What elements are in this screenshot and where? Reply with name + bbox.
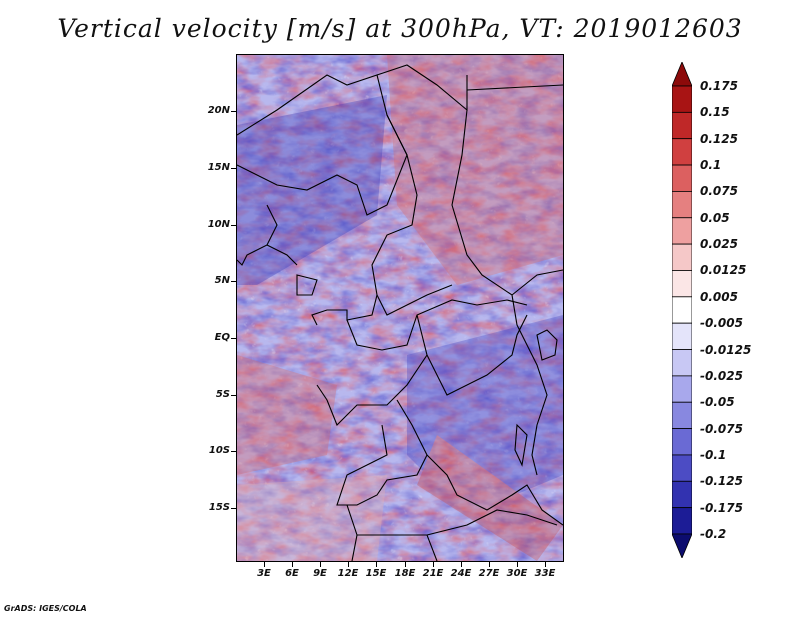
plot-title: Vertical velocity [m/s] at 300hPa, VT: 2… (57, 14, 743, 43)
lat-tick (231, 395, 236, 396)
colorbar-segment (672, 296, 692, 324)
lon-tick (320, 562, 321, 567)
colorbar-label: -0.175 (700, 500, 743, 515)
lon-label-27e: 27E (478, 568, 500, 579)
lon-label-30e: 30E (506, 568, 528, 579)
colorbar-label: -0.2 (700, 527, 727, 541)
lon-tick (348, 562, 349, 567)
colorbar-segment (672, 322, 692, 350)
colorbar-segment (672, 454, 692, 482)
lon-tick (433, 562, 434, 567)
colorbar-label: 0.175 (700, 79, 738, 93)
colorbar-segment (672, 270, 692, 298)
colorbar-label: 0.075 (700, 184, 738, 199)
colorbar-segment (672, 428, 692, 456)
colorbar-segment (672, 138, 692, 166)
lat-label-15s: 15S (208, 502, 230, 513)
colorbar-label: -0.125 (700, 474, 743, 489)
colorbar-segment (672, 533, 692, 558)
colorbar-label: 0.005 (700, 289, 738, 304)
lon-tick (376, 562, 377, 567)
colorbar-segment (672, 85, 692, 113)
lat-tick (231, 111, 236, 112)
colorbar (672, 62, 692, 558)
lat-label-5n: 5N (214, 275, 230, 286)
colorbar-segment (672, 401, 692, 429)
lon-label-18e: 18E (394, 568, 416, 579)
lat-tick (231, 281, 236, 282)
lat-label-20n: 20N (207, 105, 230, 116)
colorbar-label: -0.075 (700, 421, 743, 436)
lon-label-9e: 9E (313, 568, 327, 579)
colorbar-label: 0.1 (700, 158, 722, 173)
colorbar-segment (672, 507, 692, 535)
lon-tick (461, 562, 462, 567)
country-borders (237, 64, 563, 561)
colorbar-label: -0.1 (700, 447, 727, 462)
velocity-field (237, 55, 563, 561)
lon-tick (517, 562, 518, 567)
lon-tick (405, 562, 406, 567)
lat-label-eq: EQ (214, 332, 230, 343)
lon-label-12e: 12E (337, 568, 359, 579)
lon-label-3e: 3E (257, 568, 271, 579)
colorbar-label: -0.0125 (700, 342, 752, 357)
lat-label-10n: 10N (207, 219, 230, 230)
velocity-map (236, 54, 564, 562)
lon-tick (264, 562, 265, 567)
colorbar-label: 0.0125 (700, 263, 747, 278)
colorbar-segment (672, 164, 692, 192)
lat-label-5s: 5S (215, 389, 230, 400)
colorbar-label: 0.05 (700, 210, 730, 225)
colorbar-segment (672, 191, 692, 219)
colorbar-label: -0.005 (700, 316, 743, 331)
lat-label-15n: 15N (207, 162, 230, 173)
colorbar-segment (672, 243, 692, 271)
colorbar-label: 0.15 (700, 105, 730, 120)
lon-label-21e: 21E (422, 568, 444, 579)
colorbar-segment (672, 375, 692, 403)
colorbar-segment (672, 349, 692, 377)
lat-tick (231, 338, 236, 339)
footer-credit: GrADS: IGES/COLA (4, 604, 87, 613)
lon-tick (292, 562, 293, 567)
colorbar-segment (672, 480, 692, 509)
lon-tick (489, 562, 490, 567)
lat-label-10s: 10S (208, 445, 230, 456)
lon-label-15e: 15E (365, 568, 387, 579)
colorbar-segment (672, 111, 692, 140)
lat-tick (231, 508, 236, 509)
colorbar-label: -0.05 (700, 395, 735, 410)
colorbar-label: -0.025 (700, 368, 743, 383)
colorbar-label: 0.025 (700, 237, 738, 252)
colorbar-segment (672, 62, 692, 87)
colorbar-label: 0.125 (700, 131, 738, 146)
lon-label-24e: 24E (450, 568, 472, 579)
lat-tick (231, 225, 236, 226)
lat-tick (231, 451, 236, 452)
lon-label-33e: 33E (534, 568, 556, 579)
lat-tick (231, 168, 236, 169)
lon-label-6e: 6E (285, 568, 299, 579)
colorbar-segment (672, 217, 692, 245)
lon-tick (545, 562, 546, 567)
